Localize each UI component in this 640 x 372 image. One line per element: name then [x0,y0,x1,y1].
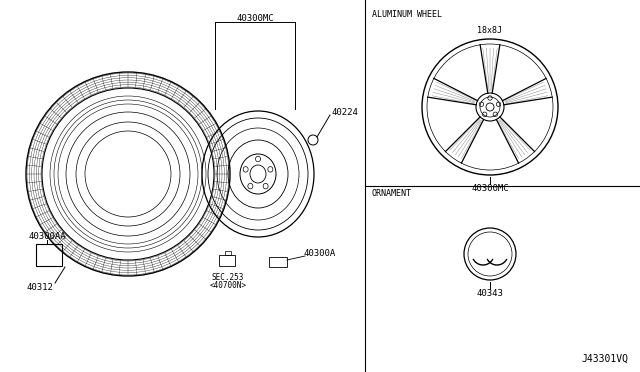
Text: 40300MC: 40300MC [236,13,274,22]
Bar [36,244,62,266]
Bar [269,257,287,267]
Text: 40312: 40312 [27,282,53,292]
Text: 18x8J: 18x8J [477,26,502,35]
Text: ORNAMENT: ORNAMENT [372,189,412,198]
Text: 40300A: 40300A [304,250,336,259]
Text: ALUMINUM WHEEL: ALUMINUM WHEEL [372,10,442,19]
Bar [225,251,231,255]
Text: 40343: 40343 [477,289,504,298]
Bar [219,255,235,266]
Text: SEC.253: SEC.253 [212,273,244,282]
Text: <40700N>: <40700N> [209,282,246,291]
Text: 40300AA: 40300AA [28,231,66,241]
Text: 40300MC: 40300MC [471,183,509,192]
Text: J43301VQ: J43301VQ [581,354,628,364]
Text: 40224: 40224 [332,108,359,116]
